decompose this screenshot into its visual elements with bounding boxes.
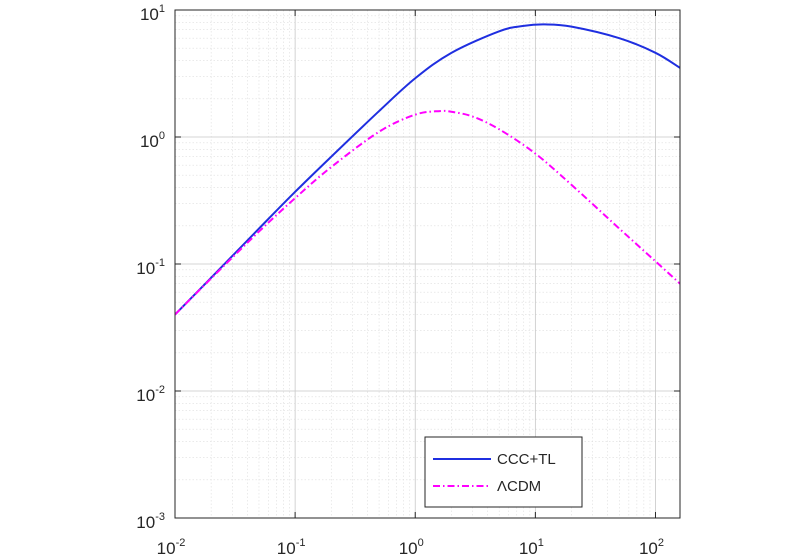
x-tick-label: 101 [519,537,544,558]
x-tick-label: 10-1 [277,537,306,558]
x-tick-label: 100 [399,537,424,558]
series-line-1 [175,109,680,316]
legend-label-ccc-tl: CCC+TL [497,451,556,468]
y-axis-ticks: 10-3 10-2 10-1 100 101 [136,3,680,532]
x-tick-label: 102 [639,537,664,558]
y-tick-label: 10-1 [136,257,165,278]
legend-box [424,436,583,508]
series-layer [175,23,680,316]
y-tick-label: 10-3 [136,511,165,532]
y-tick-label: 100 [140,130,165,151]
legend: CCC+TL ΛCDM [424,436,583,508]
minor-grid [175,10,680,518]
legend-label-lcdm: ΛCDM [497,478,541,495]
x-axis-ticks: 10-2 10-1 100 101 102 [157,10,664,558]
y-tick-label: 101 [140,3,165,24]
series-line-0 [175,23,680,316]
y-tick-label: 10-2 [136,384,165,405]
x-tick-label: 10-2 [157,537,186,558]
